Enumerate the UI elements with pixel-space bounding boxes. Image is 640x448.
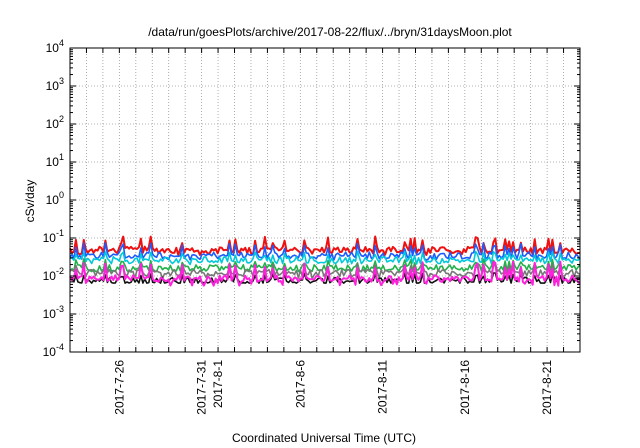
y-tick-exponent: -1 — [56, 228, 64, 238]
grid — [70, 48, 580, 352]
x-tick-label: 2017-8-1 — [211, 360, 225, 408]
y-tick-exponent: -4 — [56, 342, 64, 352]
y-tick-base: 10 — [43, 345, 57, 359]
y-tick-base: 10 — [46, 193, 60, 207]
y-tick-exponent: 4 — [59, 38, 64, 48]
x-axis-label: Coordinated Universal Time (UTC) — [232, 431, 416, 445]
y-tick-base: 10 — [46, 155, 60, 169]
y-tick-exponent: -2 — [56, 266, 64, 276]
series-line — [69, 235, 581, 256]
y-tick-label: 104 — [46, 38, 64, 55]
y-tick-exponent: -3 — [56, 304, 64, 314]
y-tick-label: 103 — [46, 76, 64, 93]
y-tick-base: 10 — [46, 79, 60, 93]
y-tick-label: 10-1 — [43, 228, 64, 245]
y-tick-exponent: 1 — [59, 152, 64, 162]
x-tick-label: 2017-8-11 — [376, 360, 390, 414]
y-tick-base: 10 — [46, 117, 60, 131]
x-tick-label: 2017-7-31 — [195, 360, 209, 415]
y-tick-base: 10 — [43, 269, 57, 283]
series-line — [69, 242, 581, 261]
y-tick-label: 10-3 — [43, 304, 64, 321]
y-tick-base: 10 — [46, 41, 60, 55]
y-axis-label: cSv/day — [23, 180, 37, 223]
y-tick-base: 10 — [43, 307, 57, 321]
x-tick-label: 2017-8-21 — [540, 360, 554, 415]
chart-title: /data/run/goesPlots/archive/2017-08-22/f… — [148, 25, 512, 39]
series-line — [69, 250, 581, 266]
y-tick-exponent: 2 — [59, 114, 64, 124]
y-tick-base: 10 — [43, 231, 57, 245]
x-axis: 2017-7-26 2017-7-31 2017-8-1 2017-8-6 2017-8… — [85, 48, 565, 415]
y-tick-label: 101 — [46, 152, 64, 169]
y-tick-exponent: 0 — [59, 190, 64, 200]
series-group — [69, 235, 581, 287]
x-tick-label: 2017-8-16 — [458, 360, 472, 415]
x-tick-label: 2017-7-26 — [112, 360, 126, 415]
y-tick-label: 102 — [46, 114, 64, 131]
series-line — [69, 260, 581, 287]
y-tick-exponent: 3 — [59, 76, 64, 86]
y-tick-label: 100 — [46, 190, 64, 207]
y-tick-label: 10-4 — [43, 342, 64, 359]
y-tick-label: 10-2 — [43, 266, 64, 283]
x-tick-label: 2017-8-6 — [293, 360, 307, 408]
